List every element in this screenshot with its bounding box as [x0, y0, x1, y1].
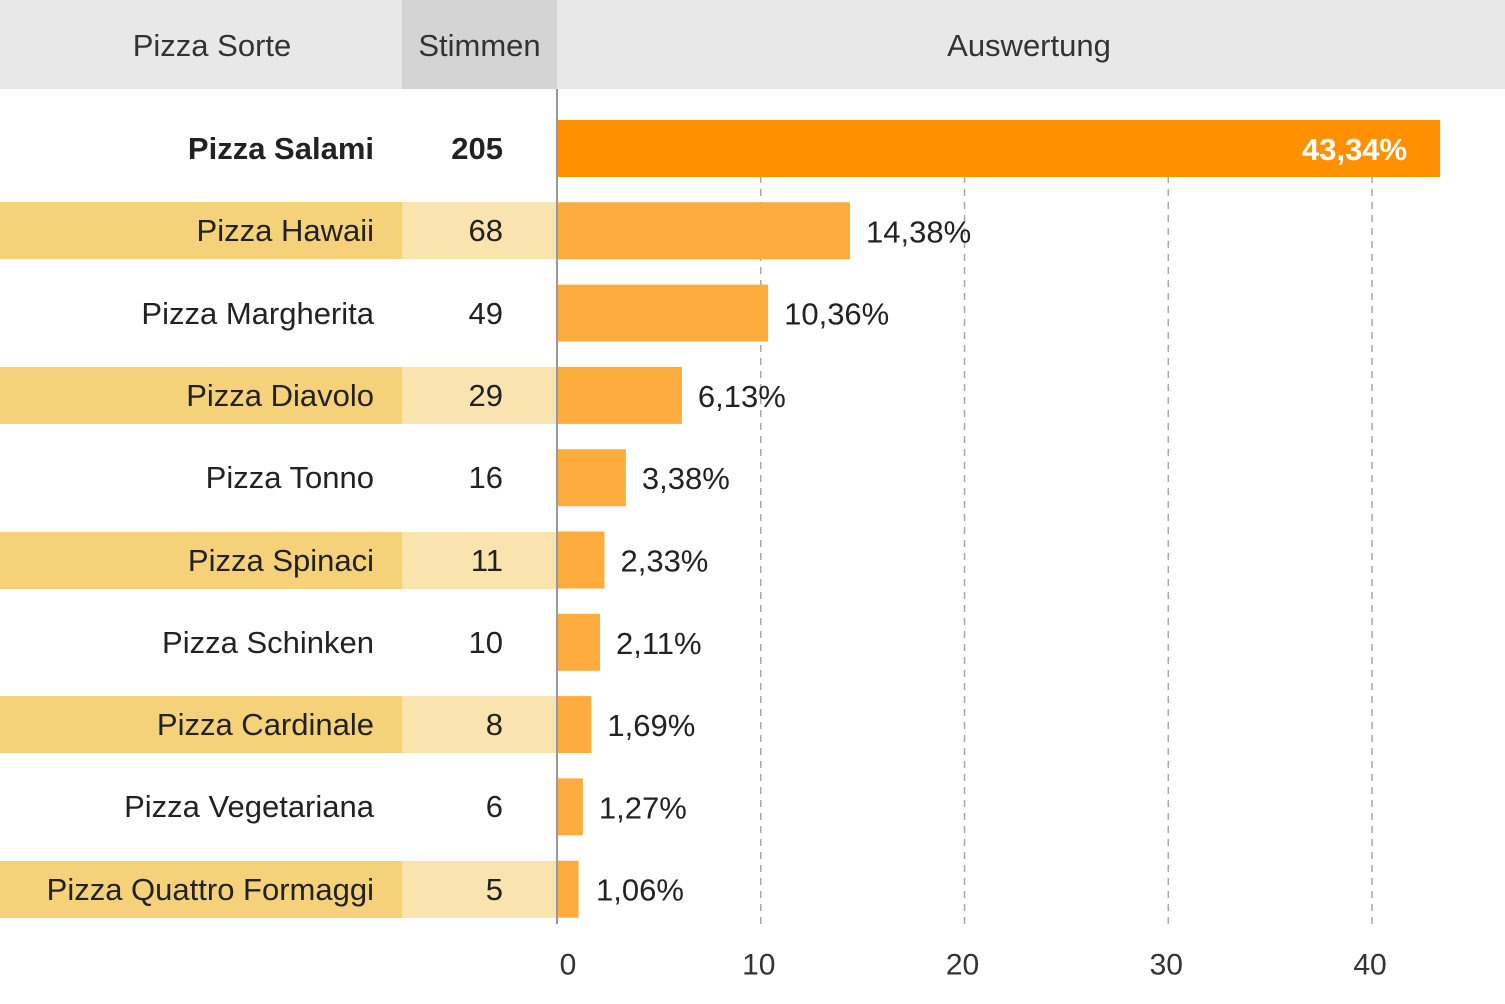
bar-value-label: 1,06% — [596, 873, 684, 908]
x-tick-label: 30 — [1150, 949, 1183, 982]
bar-value-label: 14,38% — [866, 214, 971, 249]
row-band-name — [0, 531, 402, 589]
bar-value-label: 10,36% — [784, 297, 889, 332]
bar-value-label: 1,69% — [607, 708, 695, 743]
x-tick-label: 40 — [1353, 949, 1386, 982]
table-header — [0, 0, 1505, 89]
row-band-name — [0, 696, 402, 754]
bar — [557, 284, 769, 342]
bar-value-label: 2,33% — [620, 544, 708, 579]
bar — [557, 778, 583, 836]
row-band-votes — [402, 696, 557, 754]
bar — [557, 613, 600, 671]
vote-count-label: 10 — [468, 624, 503, 660]
bar-value-label: 3,38% — [642, 461, 730, 496]
bar — [557, 860, 579, 918]
row-band-votes — [402, 531, 557, 589]
row-band-name — [0, 860, 402, 918]
vote-count-label: 68 — [468, 213, 503, 249]
bar — [557, 366, 682, 424]
votes-header-cell — [402, 0, 557, 89]
bar-value-label: 2,11% — [616, 626, 702, 661]
pizza-name-label: Pizza Cardinale — [156, 707, 374, 743]
x-tick-label: 10 — [742, 949, 775, 982]
pizza-name-label: Pizza Diavolo — [186, 377, 374, 413]
bar-value-label: 43,34% — [1302, 132, 1407, 167]
bar — [557, 120, 1441, 177]
bar-value-label: 1,27% — [599, 790, 687, 825]
column-header-stimmen: Stimmen — [418, 28, 541, 63]
pizza-name-label: Pizza Spinaci — [187, 542, 374, 578]
pizza-name-label: Pizza Margherita — [141, 295, 374, 331]
column-header-pizza-sorte: Pizza Sorte — [132, 28, 292, 63]
vote-count-label: 8 — [485, 707, 503, 743]
row-band-votes — [402, 366, 557, 424]
row-band-votes — [402, 202, 557, 260]
pizza-name-label: Pizza Hawaii — [196, 213, 374, 249]
vote-count-label: 16 — [468, 460, 503, 496]
bar — [557, 449, 626, 507]
vote-count-label: 5 — [485, 871, 503, 907]
pizza-name-label: Pizza Schinken — [162, 624, 374, 660]
vote-count-label: 11 — [470, 542, 503, 578]
row-band-name — [0, 366, 402, 424]
pizza-name-label: Pizza Vegetariana — [124, 789, 374, 825]
row-band-votes — [402, 860, 557, 918]
bar — [557, 531, 605, 589]
bar-value-label: 6,13% — [698, 379, 786, 414]
vote-count-label: 49 — [468, 295, 503, 331]
vote-count-label: 205 — [451, 131, 503, 166]
pizza-name-label: Pizza Salami — [187, 131, 374, 166]
x-tick-label: 0 — [560, 949, 577, 982]
pizza-name-label: Pizza Quattro Formaggi — [46, 871, 374, 907]
bar — [557, 202, 851, 260]
bar — [557, 696, 592, 754]
row-band-name — [0, 202, 402, 260]
pizza-name-label: Pizza Tonno — [205, 460, 374, 496]
vote-count-label: 6 — [485, 789, 503, 825]
x-tick-label: 20 — [946, 949, 979, 982]
vote-count-label: 29 — [468, 377, 503, 413]
column-header-auswertung: Auswertung — [947, 28, 1111, 63]
